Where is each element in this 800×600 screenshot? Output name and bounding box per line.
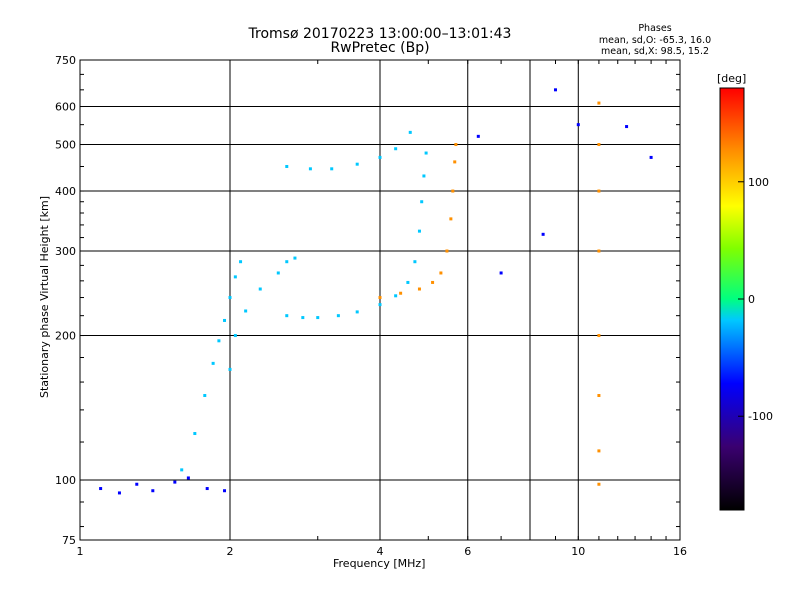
colorbar-tick-label: -100 — [748, 410, 773, 423]
data-point — [330, 167, 334, 171]
data-point — [378, 296, 382, 300]
data-point — [355, 310, 359, 314]
data-point — [233, 275, 237, 279]
data-point — [173, 480, 177, 484]
data-point — [180, 468, 184, 472]
data-point — [553, 88, 557, 92]
data-point — [258, 287, 262, 291]
data-point — [597, 482, 601, 486]
data-point — [308, 167, 312, 171]
y-tick-label: 100 — [55, 474, 76, 487]
data-point — [285, 260, 289, 264]
data-point — [223, 318, 227, 322]
phases-o-mode: mean, sd,O: -65.3, 16.0 — [598, 35, 712, 46]
data-point — [316, 316, 320, 320]
data-point — [285, 314, 289, 318]
phases-x-mode: mean, sd,X: 98.5, 15.2 — [600, 46, 710, 57]
data-point — [228, 296, 232, 300]
y-tick-label: 500 — [55, 139, 76, 152]
data-point — [625, 125, 629, 129]
data-point — [228, 367, 232, 371]
colorbar-label: [deg] — [717, 72, 747, 85]
data-point — [378, 303, 382, 307]
data-point — [293, 256, 297, 260]
y-tick-label: 200 — [55, 330, 76, 343]
data-point — [597, 189, 601, 193]
data-point — [597, 101, 601, 105]
data-point — [576, 123, 580, 127]
data-point — [186, 476, 190, 480]
data-point — [413, 260, 417, 264]
data-point — [394, 294, 398, 298]
data-point — [205, 487, 209, 491]
data-point — [406, 280, 410, 284]
y-tick-label: 300 — [55, 245, 76, 258]
colorbar-tick-label: 0 — [748, 293, 755, 306]
y-tick-label: 750 — [55, 54, 76, 67]
data-point — [233, 334, 237, 338]
data-point — [597, 449, 601, 453]
data-point — [276, 271, 280, 275]
data-point — [597, 143, 601, 147]
data-point — [597, 249, 601, 253]
x-tick-label: 10 — [571, 545, 585, 558]
data-point — [285, 164, 289, 168]
chart-title-line2: RwPretec (Bp) — [330, 40, 430, 56]
data-point — [135, 482, 139, 486]
y-tick-label: 600 — [55, 101, 76, 114]
data-point — [424, 151, 428, 155]
data-point — [394, 147, 398, 151]
data-point — [445, 249, 449, 253]
x-tick-label: 2 — [227, 545, 234, 558]
data-point — [378, 155, 382, 159]
data-point — [439, 271, 443, 275]
data-point — [449, 217, 453, 221]
data-point — [151, 489, 155, 493]
y-tick-label: 400 — [55, 185, 76, 198]
data-point — [239, 260, 243, 264]
chart-title-line1: Tromsø 20170223 13:00:00–13:01:43 — [248, 26, 512, 42]
data-point — [336, 314, 340, 318]
data-point — [499, 271, 503, 275]
data-point — [451, 189, 455, 193]
data-point — [417, 287, 421, 291]
data-point — [117, 491, 121, 495]
x-tick-label: 1 — [77, 545, 84, 558]
data-point — [408, 130, 412, 134]
colorbar-tick-label: 100 — [748, 176, 769, 189]
phases-title: Phases — [638, 23, 672, 34]
x-tick-label: 6 — [464, 545, 471, 558]
x-axis-label: Frequency [MHz] — [333, 557, 426, 570]
data-point — [217, 339, 221, 343]
data-point — [417, 229, 421, 233]
data-point — [420, 200, 424, 204]
data-point — [597, 334, 601, 338]
data-point — [211, 361, 215, 365]
data-point — [541, 232, 545, 236]
data-point — [99, 487, 103, 491]
data-point — [244, 309, 248, 313]
x-tick-label: 16 — [673, 545, 687, 558]
data-point — [193, 432, 197, 436]
data-point — [431, 280, 435, 284]
data-point — [453, 160, 457, 164]
data-point — [422, 174, 426, 178]
data-point — [301, 316, 305, 320]
data-point — [223, 489, 227, 493]
data-point — [355, 162, 359, 166]
y-tick-label: 75 — [62, 534, 76, 547]
data-point — [454, 143, 458, 147]
data-point — [597, 394, 601, 398]
data-point — [399, 291, 403, 295]
data-point — [649, 155, 653, 159]
data-point — [203, 394, 207, 398]
x-tick-label: 4 — [377, 545, 384, 558]
data-point — [476, 134, 480, 138]
y-axis-label: Stationary phase Virtual Height [km] — [38, 195, 51, 398]
